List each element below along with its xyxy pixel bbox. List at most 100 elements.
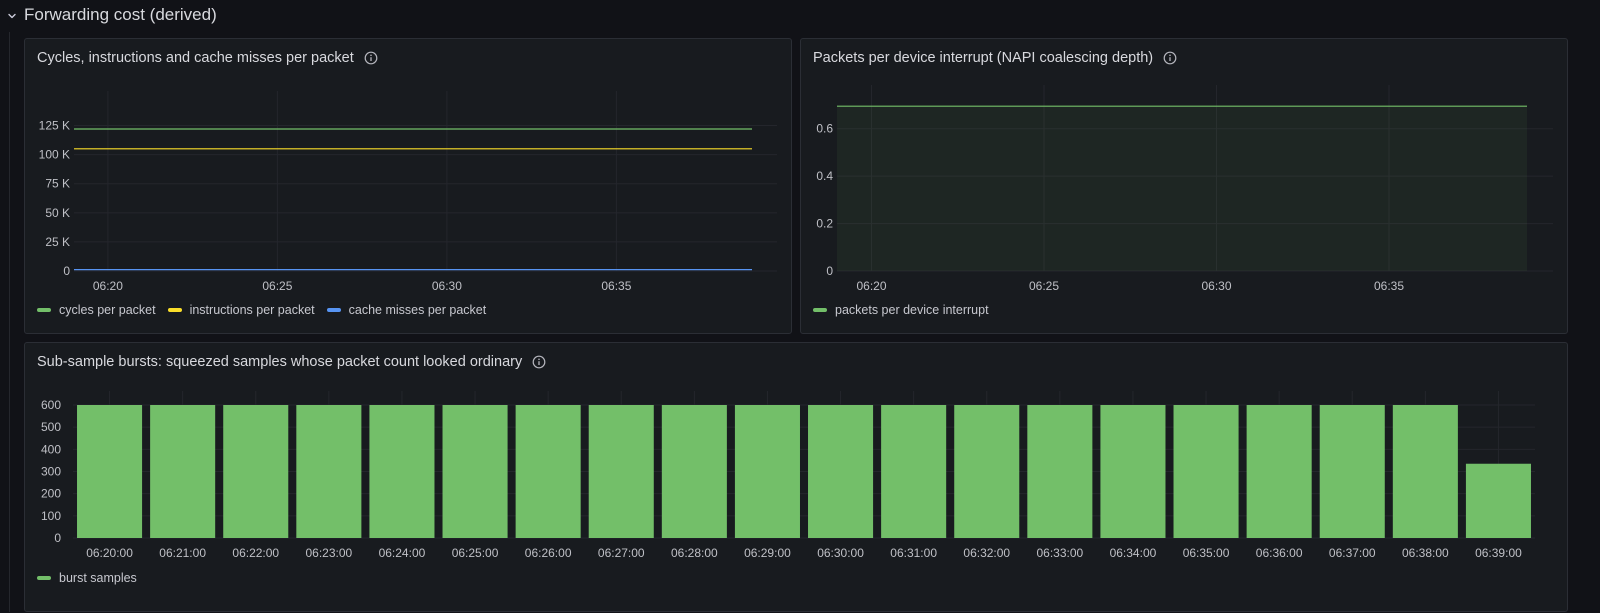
panel-title-text: Packets per device interrupt (NAPI coale…	[813, 50, 1154, 66]
panel-napi[interactable]: Packets per device interrupt (NAPI coale…	[800, 38, 1568, 334]
legend-item[interactable]: burst samples	[37, 571, 137, 585]
y-tick-label: 75 K	[45, 177, 70, 191]
y-tick-label: 0	[826, 264, 833, 278]
legend-swatch	[813, 308, 827, 312]
legend: burst samples	[37, 571, 139, 585]
napi-chart[interactable]: 0 0.2 0.4 0.6 06:20 06:25 06:30 06:35	[801, 39, 1569, 335]
x-tick-label: 06:35	[1374, 279, 1404, 293]
legend-label: cache misses per packet	[348, 303, 487, 317]
x-tick-label: 06:21:00	[159, 546, 206, 560]
cycles-chart[interactable]: 0 25 K 50 K 75 K 100 K 125 K 06:20 06:25 06:30 06…	[25, 39, 793, 335]
legend-item[interactable]: packets per device interrupt	[813, 303, 989, 317]
panel-title[interactable]: Cycles, instructions and cache misses pe…	[37, 50, 378, 66]
bar	[223, 405, 289, 538]
bar	[77, 405, 143, 538]
info-icon[interactable]	[364, 51, 378, 65]
x-tick-label: 06:25	[1029, 279, 1059, 293]
x-tick-label: 06:20	[93, 279, 123, 293]
y-tick-label: 0	[63, 264, 70, 278]
x-tick-label: 06:31:00	[890, 546, 937, 560]
x-tick-label: 06:25:00	[452, 546, 499, 560]
series-area	[837, 106, 1527, 271]
x-tick-label: 06:39:00	[1475, 546, 1522, 560]
legend-item[interactable]: cycles per packet	[37, 303, 156, 317]
x-tick-label: 06:24:00	[379, 546, 426, 560]
legend-label: burst samples	[59, 571, 137, 585]
x-tick-label: 06:34:00	[1110, 546, 1157, 560]
legend-swatch	[37, 308, 51, 312]
x-tick-label: 06:35:00	[1183, 546, 1230, 560]
y-tick-label: 500	[41, 420, 61, 434]
bar	[1246, 405, 1312, 538]
y-tick-label: 200	[41, 487, 61, 501]
bar	[1027, 405, 1093, 538]
y-tick-label: 600	[41, 398, 61, 412]
legend-swatch	[37, 576, 51, 580]
chevron-down-icon[interactable]	[6, 10, 18, 22]
x-tick-label: 06:32:00	[963, 546, 1010, 560]
y-tick-label: 100	[41, 509, 61, 523]
x-tick-label: 06:26:00	[525, 546, 572, 560]
bar	[588, 405, 654, 538]
x-tick-label: 06:27:00	[598, 546, 645, 560]
x-tick-label: 06:25	[262, 279, 292, 293]
row-title[interactable]: Forwarding cost (derived)	[24, 5, 217, 24]
bar	[296, 405, 362, 538]
x-tick-label: 06:37:00	[1329, 546, 1376, 560]
panel-cycles[interactable]: Cycles, instructions and cache misses pe…	[24, 38, 792, 334]
legend-swatch	[326, 308, 341, 312]
y-tick-label: 125 K	[39, 119, 70, 133]
panel-title[interactable]: Packets per device interrupt (NAPI coale…	[813, 50, 1177, 66]
x-tick-label: 06:30	[432, 279, 462, 293]
bar	[1465, 463, 1531, 538]
legend-swatch	[167, 308, 182, 312]
info-icon[interactable]	[1163, 51, 1177, 65]
row-divider	[9, 32, 10, 612]
y-tick-label: 0	[54, 531, 61, 545]
panel-title-text: Cycles, instructions and cache misses pe…	[37, 50, 354, 66]
y-tick-label: 50 K	[45, 206, 70, 220]
info-icon[interactable]	[532, 355, 546, 369]
y-tick-label: 0.4	[816, 169, 833, 183]
bar	[1392, 405, 1458, 538]
legend-label: packets per device interrupt	[835, 303, 989, 317]
y-tick-label: 0.6	[816, 122, 833, 136]
x-tick-label: 06:20:00	[86, 546, 133, 560]
x-tick-label: 06:20	[856, 279, 886, 293]
x-tick-label: 06:38:00	[1402, 546, 1449, 560]
legend: cycles per packet instructions per packet…	[37, 303, 488, 317]
legend-label: instructions per packet	[189, 303, 315, 317]
bar	[150, 405, 216, 538]
legend-item[interactable]: cache misses per packet	[326, 303, 487, 317]
x-tick-label: 06:22:00	[232, 546, 279, 560]
panel-title-text: Sub-sample bursts: squeezed samples whos…	[37, 354, 523, 370]
x-tick-label: 06:23:00	[305, 546, 352, 560]
x-tick-label: 06:35	[601, 279, 631, 293]
x-tick-label: 06:30:00	[817, 546, 864, 560]
y-tick-label: 100 K	[39, 148, 70, 162]
bar	[369, 405, 435, 538]
panel-title[interactable]: Sub-sample bursts: squeezed samples whos…	[37, 354, 546, 370]
x-tick-label: 06:28:00	[671, 546, 718, 560]
bar	[1319, 405, 1385, 538]
y-tick-label: 25 K	[45, 235, 70, 249]
y-tick-label: 300	[41, 465, 61, 479]
bar	[515, 405, 581, 538]
bar	[734, 405, 800, 538]
y-tick-label: 400	[41, 442, 61, 456]
bar	[1173, 405, 1239, 538]
legend-item[interactable]: instructions per packet	[167, 303, 315, 317]
bar	[1100, 405, 1166, 538]
x-tick-label: 06:36:00	[1256, 546, 1303, 560]
bar	[442, 405, 508, 538]
legend-label: cycles per packet	[59, 303, 156, 317]
bursts-chart[interactable]: 0 100 200 300 400 500 600 06:20:00 06:21:00 06:22…	[25, 343, 1569, 613]
legend: packets per device interrupt	[813, 303, 991, 317]
x-tick-label: 06:30	[1201, 279, 1231, 293]
y-tick-label: 0.2	[816, 217, 833, 231]
row-header[interactable]: Forwarding cost (derived)	[0, 0, 1600, 32]
bar	[954, 405, 1020, 538]
x-tick-label: 06:33:00	[1036, 546, 1083, 560]
panel-bursts[interactable]: Sub-sample bursts: squeezed samples whos…	[24, 342, 1568, 612]
bar	[808, 405, 874, 538]
